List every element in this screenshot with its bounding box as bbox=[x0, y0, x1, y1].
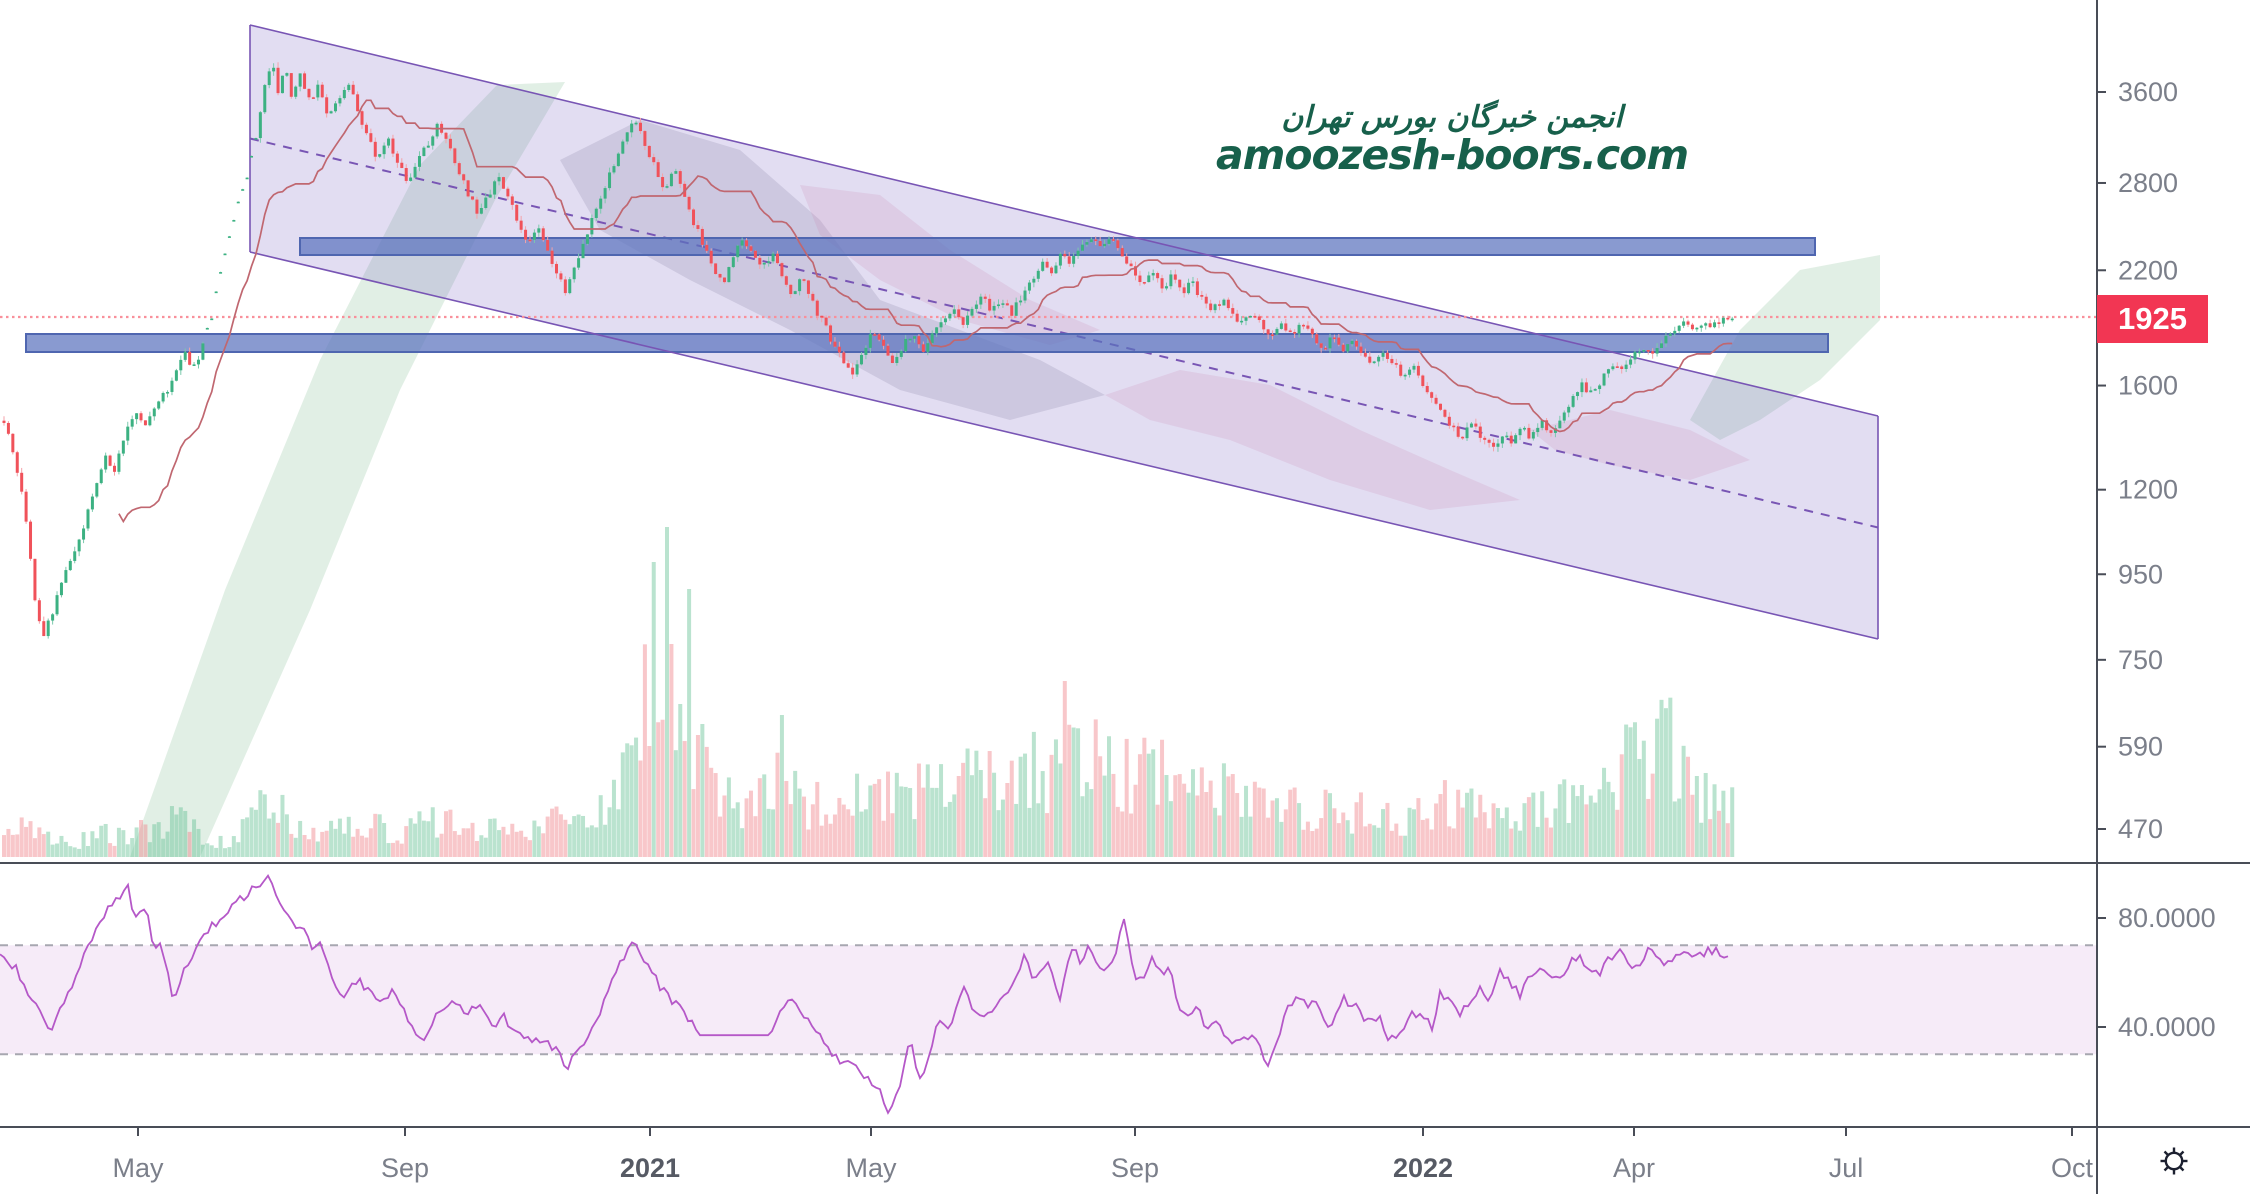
price-tick-label: 1600 bbox=[2118, 371, 2178, 401]
price-tick-label: 2200 bbox=[2118, 255, 2178, 285]
rsi-tick-label: 80.0000 bbox=[2118, 903, 2216, 933]
time-tick-label: May bbox=[845, 1153, 897, 1183]
time-tick-label: 2021 bbox=[620, 1153, 680, 1183]
price-tick-label: 750 bbox=[2118, 645, 2163, 675]
rsi-panel[interactable] bbox=[0, 874, 2097, 1115]
time-tick-label: Apr bbox=[1613, 1153, 1655, 1183]
price-tick-label: 470 bbox=[2118, 814, 2163, 844]
price-axis[interactable] bbox=[2097, 0, 2250, 1127]
time-tick-label: Oct bbox=[2051, 1153, 2094, 1183]
candlestick-series bbox=[2, 62, 1734, 639]
price-tick-label: 2800 bbox=[2118, 168, 2178, 198]
price-tick-label: 1200 bbox=[2118, 475, 2178, 505]
time-tick-label: May bbox=[112, 1153, 164, 1183]
supply-demand-zones[interactable] bbox=[25, 237, 1829, 353]
price-tick-label: 950 bbox=[2118, 559, 2163, 589]
trend-channel-borders bbox=[249, 24, 1879, 640]
time-tick-label: Jul bbox=[1829, 1153, 1864, 1183]
price-tick-label: 3600 bbox=[2118, 77, 2178, 107]
time-tick-label: Sep bbox=[1111, 1153, 1159, 1183]
baseline-ma-line bbox=[118, 99, 1733, 524]
gear-icon bbox=[2160, 1147, 2187, 1174]
trend-channel[interactable] bbox=[249, 25, 1879, 639]
rsi-tick-label: 40.0000 bbox=[2118, 1012, 2216, 1042]
time-axis[interactable] bbox=[0, 1127, 2097, 1194]
price-tick-label: 590 bbox=[2118, 732, 2163, 762]
time-tick-label: 2022 bbox=[1393, 1153, 1453, 1183]
volume-bars bbox=[2, 527, 1735, 857]
last-price-badge: 1925 bbox=[2097, 294, 2208, 343]
time-tick-label: Sep bbox=[381, 1153, 429, 1183]
axis-settings-button[interactable] bbox=[2097, 1127, 2250, 1194]
